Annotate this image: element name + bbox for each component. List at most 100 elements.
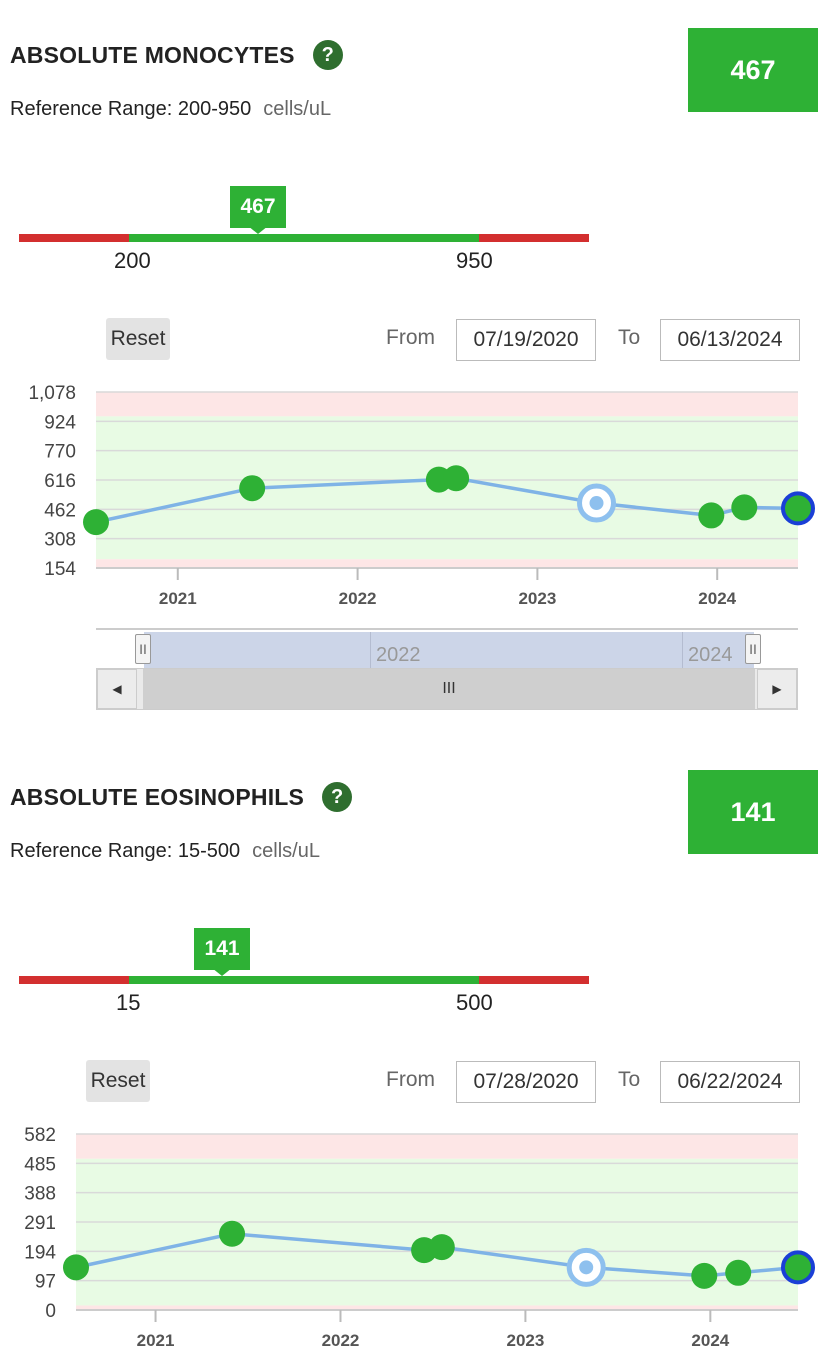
- range-navigator[interactable]: 2022 2024 II II ◀ III ▶: [96, 628, 798, 710]
- reset-button[interactable]: Reset: [106, 318, 170, 360]
- range-low-label: 200: [114, 248, 151, 273]
- units-label: cells/uL: [263, 98, 332, 120]
- marker-pointer: [248, 226, 268, 234]
- latest-data-point: [781, 491, 815, 526]
- latest-data-point: [781, 1250, 815, 1285]
- range-high-label: 500: [456, 990, 493, 1015]
- panel-header: ABSOLUTE EOSINOPHILS ?: [10, 782, 353, 812]
- above-range-band: [76, 1134, 798, 1159]
- x-tick-label: 2024: [698, 589, 736, 608]
- navigator-left-handle[interactable]: II: [135, 634, 151, 664]
- reference-range-label: Reference Range: 15-500: [10, 840, 241, 862]
- below-range-band: [76, 1305, 798, 1310]
- y-tick-label: 97: [35, 1272, 56, 1293]
- y-tick-label: 194: [24, 1242, 56, 1263]
- reference-range-label: Reference Range: 200-950: [10, 98, 252, 120]
- below-range-segment: [19, 234, 129, 242]
- x-tick-label: 2021: [137, 1331, 175, 1350]
- selected-data-point-dot: [589, 496, 604, 511]
- y-tick-label: 291: [24, 1213, 56, 1234]
- marker-pointer: [212, 968, 232, 976]
- current-value-badge: 467: [688, 28, 818, 112]
- reference-range: Reference Range: 15-500 cells/uL: [10, 840, 320, 863]
- selected-data-point-dot: [579, 1260, 594, 1275]
- data-point: [725, 1259, 752, 1286]
- normal-range-segment: [129, 976, 479, 984]
- below-range-segment: [19, 976, 129, 984]
- navigator-tick: [370, 632, 371, 670]
- y-tick-label: 462: [44, 500, 76, 521]
- navigator-tick: [682, 632, 683, 670]
- current-value-marker: 141: [194, 928, 250, 976]
- question-mark-icon[interactable]: ?: [322, 782, 353, 812]
- data-point: [731, 494, 758, 521]
- arrow-right-icon: ▶: [772, 682, 782, 696]
- reset-button[interactable]: Reset: [86, 1060, 150, 1102]
- y-tick-label: 616: [44, 471, 76, 492]
- x-tick-label: 2021: [159, 589, 197, 608]
- to-date-input[interactable]: 06/22/2024: [660, 1061, 800, 1103]
- data-point: [239, 475, 266, 502]
- y-tick-label: 582: [24, 1125, 56, 1146]
- range-high-label: 950: [456, 248, 493, 273]
- y-tick-label: 154: [44, 559, 76, 580]
- above-range-segment: [479, 976, 589, 984]
- y-tick-label: 308: [44, 530, 76, 551]
- above-range-band: [96, 392, 798, 417]
- normal-range-segment: [129, 234, 479, 242]
- y-tick-label: 924: [44, 412, 76, 433]
- scrollbar[interactable]: ◀ III ▶: [96, 668, 798, 710]
- grip-icon: III: [442, 680, 456, 697]
- scrollbar-thumb[interactable]: III: [143, 669, 755, 709]
- arrow-left-icon: ◀: [112, 682, 122, 696]
- normal-range-band: [76, 1158, 798, 1306]
- range-bar: [19, 976, 589, 984]
- panel-header: ABSOLUTE MONOCYTES ?: [10, 40, 343, 70]
- from-label: From: [386, 326, 435, 349]
- panel-title: ABSOLUTE EOSINOPHILS: [10, 783, 305, 810]
- from-date-input[interactable]: 07/19/2020: [456, 319, 596, 361]
- navigator-band: 2022 2024 II II: [96, 628, 798, 670]
- from-label: From: [386, 1068, 435, 1091]
- to-label: To: [618, 1068, 641, 1091]
- x-tick-label: 2023: [506, 1331, 544, 1350]
- current-value-marker: 467: [230, 186, 286, 234]
- navigator-year-label: 2024: [688, 644, 733, 666]
- panel-title: ABSOLUTE MONOCYTES: [10, 41, 295, 68]
- question-mark-icon[interactable]: ?: [312, 40, 343, 70]
- x-tick-label: 2022: [339, 589, 377, 608]
- scroll-right-button[interactable]: ▶: [757, 669, 797, 709]
- data-point: [691, 1262, 718, 1289]
- y-tick-label: 485: [24, 1154, 56, 1175]
- below-range-band: [96, 559, 798, 568]
- scroll-left-button[interactable]: ◀: [97, 669, 137, 709]
- navigator-selection[interactable]: [144, 632, 754, 670]
- data-point: [63, 1254, 89, 1281]
- x-tick-label: 2022: [322, 1331, 360, 1350]
- trend-chart[interactable]: 582 485 388 291 194 97 0 2021 2022 2023 2024: [0, 1122, 828, 1362]
- y-tick-label: 770: [44, 442, 76, 463]
- units-label: cells/uL: [252, 840, 320, 862]
- navigator-right-handle[interactable]: II: [745, 634, 761, 664]
- x-tick-label: 2023: [518, 589, 556, 608]
- y-tick-label: 0: [45, 1301, 56, 1322]
- data-point: [698, 502, 725, 529]
- y-tick-label: 388: [24, 1184, 56, 1205]
- range-bar: [19, 234, 589, 242]
- data-point: [219, 1220, 246, 1247]
- data-point: [83, 509, 109, 536]
- marker-value: 467: [230, 186, 286, 228]
- to-date-input[interactable]: 06/13/2024: [660, 319, 800, 361]
- reference-range: Reference Range: 200-950 cells/uL: [10, 98, 331, 121]
- data-point: [428, 1234, 455, 1261]
- y-tick-label: 1,078: [28, 383, 76, 404]
- navigator-year-label: 2022: [376, 644, 421, 666]
- trend-chart[interactable]: 1,078 924 770 616 462 308 154 2021 2022 2023 2024: [0, 380, 828, 610]
- above-range-segment: [479, 234, 589, 242]
- x-tick-label: 2024: [691, 1331, 729, 1350]
- current-value-badge: 141: [688, 770, 818, 854]
- from-date-input[interactable]: 07/28/2020: [456, 1061, 596, 1103]
- data-point: [443, 465, 470, 492]
- range-low-label: 15: [116, 990, 141, 1015]
- marker-value: 141: [194, 928, 250, 970]
